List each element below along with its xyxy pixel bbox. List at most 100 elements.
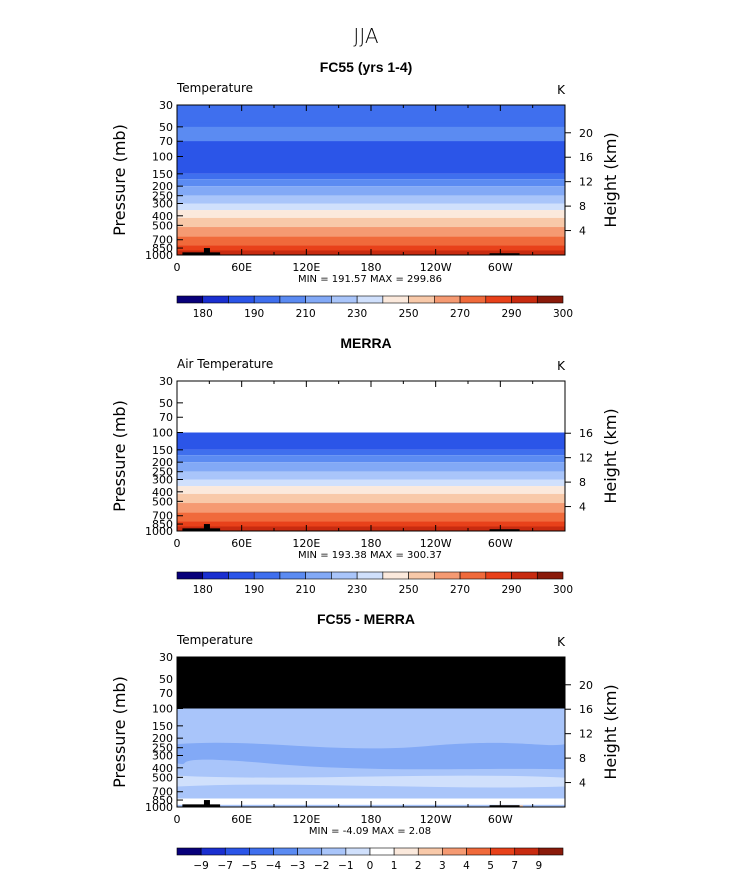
y-tick-label: 150 xyxy=(152,444,173,457)
colorbar-label: −5 xyxy=(242,860,257,872)
y-tick-label: 850 xyxy=(152,518,173,531)
y-tick-label: 50 xyxy=(159,673,173,686)
colorbar-label: −1 xyxy=(338,860,353,872)
variable-label: Air Temperature xyxy=(177,357,273,371)
height-tick-label: 4 xyxy=(579,777,586,790)
colorbar-box xyxy=(382,571,409,580)
y-tick-label: 700 xyxy=(152,786,173,799)
colorbar-label: 290 xyxy=(502,308,522,320)
y-axis-title-right: Height (km) xyxy=(601,684,620,779)
panel-title: FC55 (yrs 1-4) xyxy=(320,59,413,75)
colorbar-label: 7 xyxy=(511,860,518,872)
colorbar-box xyxy=(417,847,443,856)
x-tick-label: 120E xyxy=(292,537,320,550)
colorbar-box xyxy=(459,295,487,304)
colorbar-box xyxy=(331,295,358,304)
y-tick-label: 850 xyxy=(152,794,173,807)
colorbar-box xyxy=(249,847,274,856)
y-tick-label: 300 xyxy=(152,197,173,210)
colorbar-box xyxy=(408,295,435,304)
x-tick-label: 60E xyxy=(231,813,252,826)
colorbar-label: 270 xyxy=(450,584,470,596)
y-tick-label: 400 xyxy=(152,210,173,223)
contour-band xyxy=(177,236,565,246)
x-tick-label: 60E xyxy=(231,537,252,550)
colorbar-box xyxy=(305,295,332,304)
colorbar-label: −7 xyxy=(218,860,233,872)
height-tick-label: 20 xyxy=(579,679,593,692)
colorbar-box xyxy=(176,847,202,856)
colorbar-label: 270 xyxy=(450,308,470,320)
colorbar-label: 9 xyxy=(536,860,543,872)
colorbar-box xyxy=(202,571,229,580)
minmax-readout: MIN = 191.57 MAX = 299.86 xyxy=(298,274,442,285)
y-tick-label: 150 xyxy=(152,168,173,181)
contour-band xyxy=(177,471,565,480)
contour-band xyxy=(177,141,565,174)
y-axis-title-right: Height (km) xyxy=(601,132,620,227)
colorbar-box xyxy=(176,295,204,304)
y-tick-label: 1000 xyxy=(145,801,173,814)
height-tick-label: 8 xyxy=(579,476,586,489)
y-tick-label: 30 xyxy=(159,375,173,388)
colorbar-box xyxy=(228,571,255,580)
contour-band xyxy=(177,173,565,180)
colorbar-box xyxy=(305,571,332,580)
colorbar-label: 230 xyxy=(347,308,367,320)
y-tick-label: 70 xyxy=(159,135,173,148)
colorbar-label: 250 xyxy=(399,584,419,596)
units-label: K xyxy=(557,359,566,373)
colorbar-label: −4 xyxy=(266,860,282,872)
y-tick-label: 70 xyxy=(159,411,173,424)
colorbar-label: 290 xyxy=(502,584,522,596)
y-tick-label: 1000 xyxy=(145,249,173,262)
colorbar-label: 180 xyxy=(193,308,213,320)
x-tick-label: 120E xyxy=(292,813,320,826)
colorbar-box xyxy=(442,847,467,856)
colorbar-label: 190 xyxy=(244,308,264,320)
height-tick-label: 4 xyxy=(579,501,586,514)
height-tick-label: 16 xyxy=(579,427,593,440)
contour-band xyxy=(177,512,565,522)
x-tick-label: 0 xyxy=(174,261,181,274)
height-tick-label: 20 xyxy=(579,127,593,140)
height-tick-label: 16 xyxy=(579,703,593,716)
contour-band xyxy=(177,432,565,450)
colorbar-box xyxy=(466,847,491,856)
colorbar-label: 190 xyxy=(244,584,264,596)
x-tick-label: 0 xyxy=(174,537,181,550)
y-tick-label: 250 xyxy=(152,466,173,479)
contour-band xyxy=(177,486,565,494)
colorbar-label: 2 xyxy=(415,860,422,872)
colorbar-box xyxy=(176,571,204,580)
colorbar-label: −2 xyxy=(314,860,329,872)
colorbar-label: 300 xyxy=(553,308,573,320)
colorbar-box xyxy=(297,847,323,856)
topography xyxy=(489,529,520,531)
colorbar-box xyxy=(485,295,512,304)
contour-band xyxy=(177,179,565,187)
plot-field xyxy=(177,657,565,807)
topography xyxy=(182,804,221,807)
x-tick-label: 120E xyxy=(292,261,320,274)
y-axis-title: Pressure (mb) xyxy=(110,400,129,512)
y-tick-label: 150 xyxy=(152,720,173,733)
colorbar-box xyxy=(459,571,487,580)
y-tick-label: 200 xyxy=(152,180,173,193)
minmax-readout: MIN = -4.09 MAX = 2.08 xyxy=(309,826,431,837)
colorbar-box xyxy=(253,571,281,580)
x-tick-label: 60W xyxy=(488,537,513,550)
y-tick-label: 30 xyxy=(159,99,173,112)
colorbar-label: −3 xyxy=(290,860,305,872)
y-tick-label: 100 xyxy=(152,703,173,716)
x-tick-label: 180 xyxy=(361,261,382,274)
x-tick-label: 60E xyxy=(231,261,252,274)
contour-band xyxy=(177,462,565,472)
colorbar-box xyxy=(200,847,226,856)
colorbar-box xyxy=(202,295,229,304)
y-tick-label: 70 xyxy=(159,687,173,700)
y-tick-label: 30 xyxy=(159,651,173,664)
y-tick-label: 200 xyxy=(152,456,173,469)
